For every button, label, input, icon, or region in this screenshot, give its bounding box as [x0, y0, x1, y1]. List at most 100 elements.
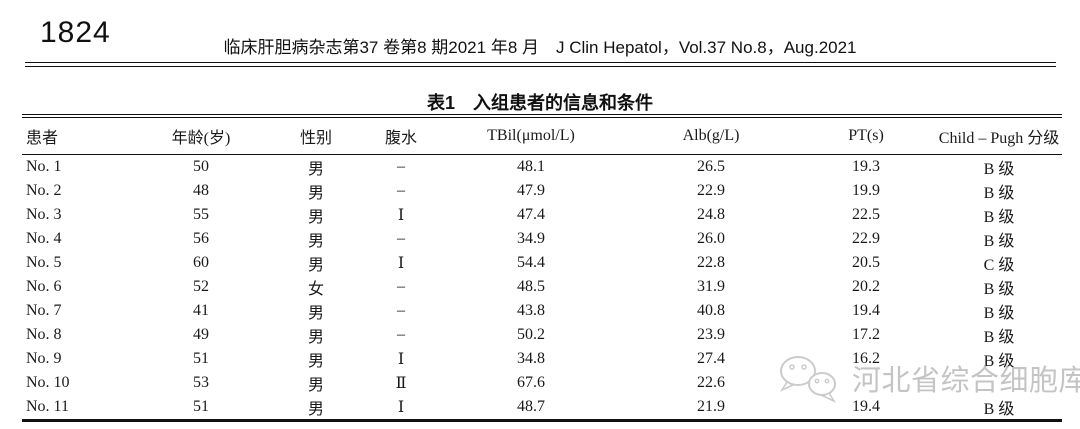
table-row: No. 5 60 男 Ⅰ 54.4 22.8 20.5 C 级: [22, 251, 1062, 275]
cell-alb: 40.8: [697, 302, 725, 319]
cell-age: 60: [193, 254, 209, 271]
cell-patient: No. 11: [26, 398, 69, 415]
cell-ascites: –: [397, 278, 405, 295]
cell-pt: 19.4: [852, 398, 880, 415]
cell-age: 52: [193, 278, 209, 295]
cell-ascites: –: [397, 230, 405, 247]
cell-alb: 26.0: [697, 230, 725, 247]
cell-age: 55: [193, 206, 209, 223]
cell-child-pugh: B 级: [983, 209, 1015, 226]
cell-child-pugh: C 级: [983, 257, 1015, 274]
patients-table-wrap: 患者 年龄(岁) 性别 腹水 TBil(μmol/L) Alb(g/L) PT(…: [22, 114, 1062, 422]
cell-alb: 26.5: [697, 158, 725, 175]
cell-gender: 男: [307, 377, 324, 394]
cell-patient: No. 1: [26, 158, 62, 175]
cell-gender: 男: [307, 209, 324, 226]
cell-tbil: 67.6: [517, 374, 545, 391]
cell-age: 50: [193, 158, 209, 175]
cell-age: 56: [193, 230, 209, 247]
cell-tbil: 50.2: [517, 326, 545, 343]
cell-age: 48: [193, 182, 209, 199]
cell-child-pugh: B 级: [983, 233, 1015, 250]
cell-tbil: 48.5: [517, 278, 545, 295]
cell-child-pugh: B 级: [983, 353, 1015, 370]
cell-child-pugh: B 级: [983, 281, 1015, 298]
cell-alb: 22.9: [697, 182, 725, 199]
cell-age: 41: [193, 302, 209, 319]
table-row: No. 9 51 男 Ⅰ 34.8 27.4 16.2 B 级: [22, 347, 1062, 371]
table-row: No. 10 53 男 Ⅱ 67.6 22.6: [22, 371, 1062, 395]
cell-gender: 男: [307, 401, 324, 418]
column-header-patient: 患者: [22, 116, 136, 155]
cell-age: 51: [193, 350, 209, 367]
cell-alb: 21.9: [697, 398, 725, 415]
cell-ascites: Ⅱ: [395, 375, 407, 392]
table-header-row: 患者 年龄(岁) 性别 腹水 TBil(μmol/L) Alb(g/L) PT(…: [22, 116, 1062, 155]
cell-child-pugh: B 级: [983, 185, 1015, 202]
cell-ascites: –: [397, 326, 405, 343]
cell-alb: 31.9: [697, 278, 725, 295]
cell-child-pugh: B 级: [983, 305, 1015, 322]
cell-child-pugh: B 级: [983, 329, 1015, 346]
cell-pt: 19.4: [852, 302, 880, 319]
cell-child-pugh: [936, 371, 1062, 395]
cell-pt: 22.9: [852, 230, 880, 247]
table-row: No. 1 50 男 – 48.1 26.5 19.3 B 级: [22, 155, 1062, 180]
cell-ascites: –: [397, 302, 405, 319]
cell-ascites: Ⅰ: [397, 399, 405, 416]
header-divider: [25, 62, 1056, 67]
cell-tbil: 47.4: [517, 206, 545, 223]
cell-ascites: –: [397, 182, 405, 199]
patients-table: 患者 年龄(岁) 性别 腹水 TBil(μmol/L) Alb(g/L) PT(…: [22, 114, 1062, 422]
cell-patient: No. 8: [26, 326, 62, 343]
column-header-child-pugh: Child – Pugh 分级: [936, 116, 1062, 155]
cell-gender: 男: [307, 305, 324, 322]
column-header-ascites: 腹水: [366, 116, 436, 155]
cell-alb: 23.9: [697, 326, 725, 343]
cell-ascites: –: [397, 158, 405, 175]
journal-header: 临床肝胆病杂志第37 卷第8 期2021 年8 月 J Clin Hepatol…: [223, 38, 857, 57]
cell-gender: 男: [307, 185, 324, 202]
cell-pt: 19.9: [852, 182, 880, 199]
cell-ascites: Ⅰ: [397, 255, 405, 272]
column-header-gender: 性别: [266, 116, 366, 155]
cell-pt: 20.5: [852, 254, 880, 271]
cell-tbil: 34.8: [517, 350, 545, 367]
cell-ascites: Ⅰ: [397, 207, 405, 224]
cell-tbil: 48.7: [517, 398, 545, 415]
cell-patient: No. 4: [26, 230, 62, 247]
page-number: 1824: [40, 16, 111, 49]
cell-age: 51: [193, 398, 209, 415]
cell-alb: 22.8: [697, 254, 725, 271]
cell-pt: 20.2: [852, 278, 880, 295]
cell-pt: 19.3: [852, 158, 880, 175]
cell-tbil: 48.1: [517, 158, 545, 175]
cell-pt: 16.2: [852, 350, 880, 367]
column-header-tbil: TBil(μmol/L): [436, 116, 626, 155]
table-body: No. 1 50 男 – 48.1 26.5 19.3 B 级 No. 2 48…: [22, 155, 1062, 421]
cell-tbil: 43.8: [517, 302, 545, 319]
cell-patient: No. 7: [26, 302, 62, 319]
table-row: No. 7 41 男 – 43.8 40.8 19.4 B 级: [22, 299, 1062, 323]
cell-age: 53: [193, 374, 209, 391]
table-row: No. 11 51 男 Ⅰ 48.7 21.9 19.4 B 级: [22, 395, 1062, 421]
column-header-age: 年龄(岁): [136, 116, 266, 155]
cell-age: 49: [193, 326, 209, 343]
cell-patient: No. 10: [26, 374, 70, 391]
cell-pt: 17.2: [852, 326, 880, 343]
table-row: No. 4 56 男 – 34.9 26.0 22.9 B 级: [22, 227, 1062, 251]
column-header-pt: PT(s): [796, 116, 936, 155]
table-row: No. 3 55 男 Ⅰ 47.4 24.8 22.5 B 级: [22, 203, 1062, 227]
cell-patient: No. 6: [26, 278, 62, 295]
table-header: 患者 年龄(岁) 性别 腹水 TBil(μmol/L) Alb(g/L) PT(…: [22, 116, 1062, 155]
table-row: No. 2 48 男 – 47.9 22.9 19.9 B 级: [22, 179, 1062, 203]
cell-pt: [796, 371, 936, 395]
cell-ascites: Ⅰ: [397, 351, 405, 368]
cell-patient: No. 2: [26, 182, 62, 199]
column-header-alb: Alb(g/L): [626, 116, 796, 155]
table-row: No. 6 52 女 – 48.5 31.9 20.2 B 级: [22, 275, 1062, 299]
cell-gender: 男: [307, 257, 324, 274]
cell-alb: 24.8: [697, 206, 725, 223]
cell-gender: 男: [307, 233, 324, 250]
